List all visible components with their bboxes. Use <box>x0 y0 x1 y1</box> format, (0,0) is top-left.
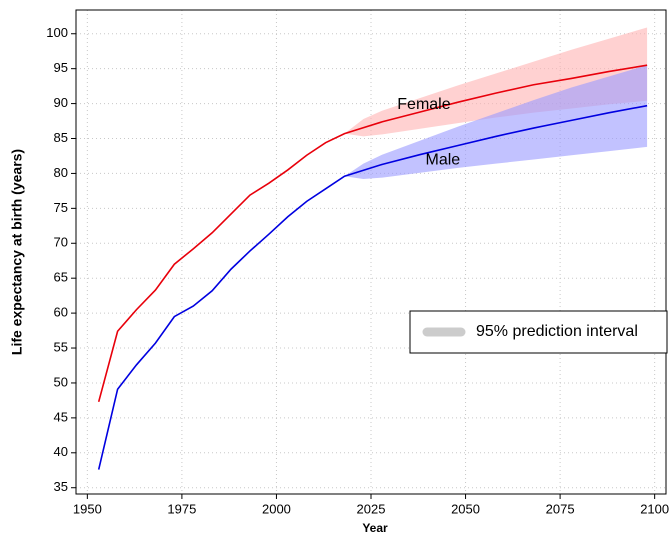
y-tick-label: 40 <box>54 444 68 459</box>
x-tick-label: 2075 <box>546 501 575 516</box>
y-tick-label: 85 <box>54 130 68 145</box>
prediction-band <box>344 27 648 137</box>
y-tick-label: 50 <box>54 374 68 389</box>
y-tick-label: 95 <box>54 60 68 75</box>
annotation: Male <box>426 151 461 168</box>
x-axis-label: Year <box>362 521 388 535</box>
plot-frame <box>75 9 667 495</box>
x-tick-label: 2000 <box>262 501 291 516</box>
y-tick-label: 55 <box>54 339 68 354</box>
x-tick-label: 2050 <box>451 501 480 516</box>
prediction-band <box>344 65 648 180</box>
series-line <box>97 64 648 403</box>
y-tick-label: 65 <box>54 270 68 285</box>
x-tick-label: 2100 <box>640 501 669 516</box>
y-tick-label: 45 <box>54 409 68 424</box>
annotation: Female <box>397 96 450 113</box>
y-tick-label: 80 <box>54 165 68 180</box>
x-tick-label: 2025 <box>357 501 386 516</box>
legend-label: 95% prediction interval <box>476 323 638 340</box>
x-tick-label: 1950 <box>73 501 102 516</box>
y-tick-label: 70 <box>54 235 68 250</box>
y-tick-label: 90 <box>54 95 68 110</box>
y-tick-label: 35 <box>54 479 68 494</box>
series-line <box>97 104 648 470</box>
x-tick-label: 1975 <box>167 501 196 516</box>
y-tick-label: 100 <box>46 25 68 40</box>
y-tick-label: 60 <box>54 305 68 320</box>
y-axis-label: Life expectancy at birth (years) <box>9 149 25 355</box>
y-tick-label: 75 <box>54 200 68 215</box>
